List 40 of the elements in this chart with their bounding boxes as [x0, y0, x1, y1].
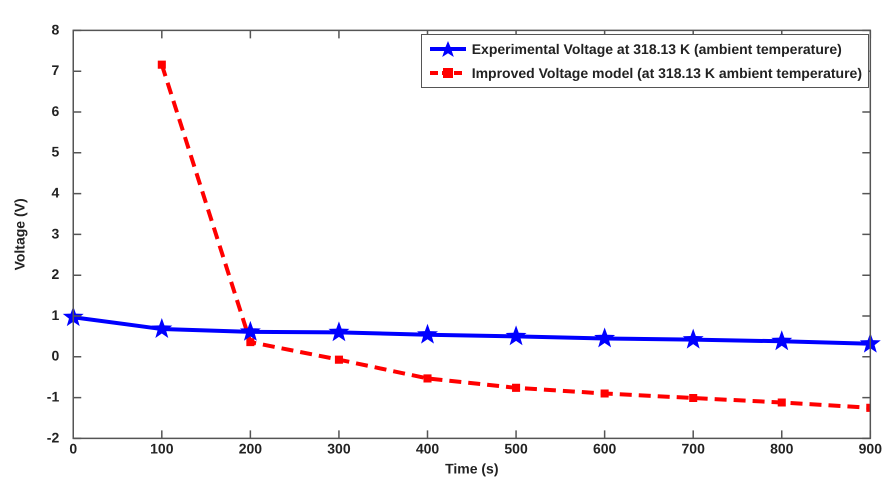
point	[594, 327, 616, 348]
x-tick-label: 700	[682, 440, 706, 457]
point	[417, 324, 438, 344]
y-tick-label: 4	[51, 184, 60, 200]
y-tick-label: 1	[51, 306, 60, 323]
y-tick-label: -2	[46, 429, 60, 446]
x-tick-label: 100	[150, 440, 174, 457]
point	[682, 328, 704, 349]
point	[600, 389, 609, 398]
x-tick-label: 800	[770, 440, 794, 457]
point	[246, 338, 254, 346]
y-tick-label: 6	[51, 102, 60, 119]
point	[778, 398, 786, 407]
point	[512, 384, 520, 392]
legend-label: Improved Voltage model (at 318.13 K ambient temperature)	[472, 65, 862, 81]
y-axis-title: Voltage (V)	[11, 198, 28, 270]
x-tick-label: 400	[416, 440, 440, 457]
point	[328, 321, 350, 342]
y-tick-label: 8	[51, 21, 60, 38]
y-tick-label: 3	[51, 225, 60, 242]
x-tick-label: 300	[327, 440, 351, 457]
x-tick-label: 600	[592, 440, 617, 457]
point	[771, 330, 792, 350]
y-tick-label: 5	[51, 144, 60, 160]
x-tick-label: 0	[69, 440, 78, 457]
y-tick-label: -1	[46, 388, 60, 404]
x-axis-title: Time (s)	[445, 460, 499, 476]
x-tick-label: 900	[858, 440, 882, 457]
y-tick-label: 2	[51, 266, 60, 282]
point	[151, 318, 172, 338]
point	[334, 356, 343, 364]
x-tick-label: 500	[504, 440, 528, 457]
x-tick-label: 200	[238, 440, 262, 457]
point	[423, 374, 432, 382]
y-tick-label: 7	[51, 62, 60, 78]
point	[240, 320, 261, 341]
point	[506, 325, 527, 346]
legend-label: Experimental Voltage at 318.13 K (ambient temperature)	[472, 41, 842, 57]
point	[689, 394, 698, 402]
y-tick-label: 0	[51, 348, 60, 364]
